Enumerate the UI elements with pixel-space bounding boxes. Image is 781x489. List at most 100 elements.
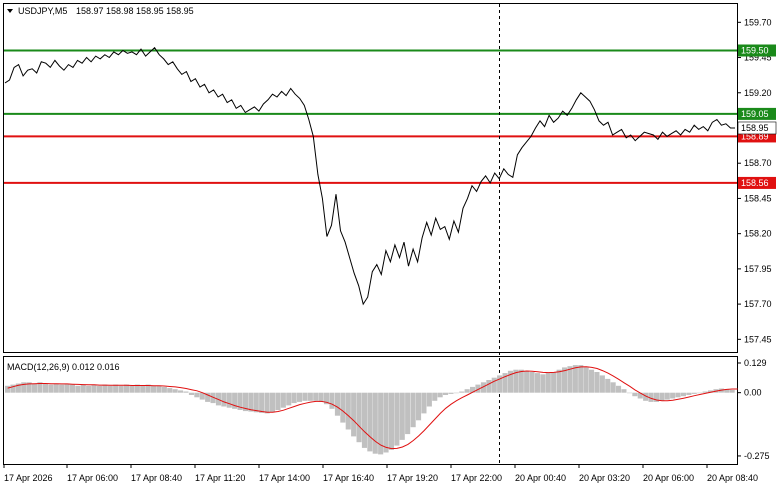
- time-tick-label: 20 Apr 08:40: [707, 473, 758, 483]
- macd-bar: [151, 385, 157, 393]
- macd-label: MACD(12,26,9) 0.012 0.016: [7, 362, 120, 372]
- level-tag: [738, 176, 776, 189]
- macd-bar: [691, 392, 697, 394]
- time-tick-label: 17 Apr 19:20: [387, 473, 438, 483]
- macd-bar: [302, 392, 308, 401]
- macd-bar: [643, 392, 649, 401]
- macd-bar: [134, 384, 140, 393]
- time-axis: 17 Apr 2026 17 Apr 06:00 17 Apr 08:40 17 Ap…: [3, 464, 758, 483]
- macd-bar: [729, 389, 735, 393]
- macd-bar: [697, 392, 703, 394]
- time-tick-label: 17 Apr 06:00: [67, 473, 118, 483]
- macd-bar: [545, 373, 551, 393]
- macd-bar: [372, 392, 378, 454]
- level-tag-label: 159.50: [741, 45, 769, 55]
- macd-bar: [129, 385, 135, 393]
- macd-bar: [459, 391, 465, 393]
- macd-bar: [307, 392, 313, 401]
- macd-bar: [91, 384, 97, 393]
- macd-bar: [259, 392, 265, 413]
- macd-tick-label: 0.129: [744, 358, 767, 368]
- macd-bar: [551, 372, 557, 393]
- macd-bar: [497, 375, 503, 393]
- time-tick-label: 17 Apr 16:40: [323, 473, 374, 483]
- macd-bar: [518, 369, 524, 393]
- macd-bar: [226, 392, 232, 408]
- macd-bar: [491, 377, 497, 393]
- macd-bar: [605, 378, 611, 393]
- macd-bar: [383, 392, 389, 453]
- price-pane[interactable]: [3, 3, 738, 353]
- macd-bar: [318, 392, 324, 402]
- macd-bar: [32, 383, 38, 393]
- macd-bar: [534, 373, 540, 393]
- level-tag: [738, 107, 776, 120]
- macd-bar: [486, 380, 492, 393]
- macd-bar: [426, 392, 432, 407]
- macd-bar: [432, 392, 438, 401]
- macd-bar: [48, 384, 54, 393]
- macd-bar: [242, 392, 248, 412]
- macd-tick-label: 0.00: [744, 388, 762, 398]
- macd-bar: [37, 382, 43, 393]
- chart-ohlc: 158.97 158.98 158.95 158.95: [76, 6, 194, 16]
- macd-bar: [475, 384, 481, 393]
- macd-bar: [26, 382, 32, 393]
- macd-histogram: [5, 365, 735, 455]
- macd-bar: [42, 383, 48, 393]
- macd-bar: [113, 384, 119, 393]
- macd-bar: [708, 390, 714, 393]
- macd-bar: [594, 372, 600, 393]
- macd-bar: [329, 392, 335, 409]
- level-tag: [738, 44, 776, 57]
- macd-bar: [80, 384, 86, 393]
- macd-bar: [659, 392, 665, 401]
- macd-bar: [53, 383, 59, 393]
- macd-bar: [632, 392, 638, 397]
- macd-bar: [275, 392, 281, 410]
- level-tag-label: 159.05: [741, 109, 769, 119]
- macd-bar: [356, 392, 362, 443]
- time-tick-label: 17 Apr 11:20: [195, 473, 245, 483]
- price-tick-label: 158.45: [744, 193, 772, 203]
- macd-bar: [194, 392, 200, 398]
- macd-bar: [589, 369, 595, 393]
- macd-bar: [507, 370, 513, 393]
- macd-bar: [178, 390, 184, 393]
- macd-bar: [378, 392, 384, 455]
- macd-bar: [64, 383, 70, 393]
- macd-bar: [156, 385, 162, 393]
- macd-bar: [578, 365, 584, 393]
- level-tag-label: 158.56: [741, 178, 769, 188]
- macd-bar: [405, 392, 411, 435]
- time-tick-label: 20 Apr 06:00: [643, 473, 694, 483]
- macd-bar: [86, 385, 92, 393]
- price-tick-label: 159.70: [744, 17, 772, 27]
- time-tick-label: 17 Apr 14:00: [259, 473, 310, 483]
- macd-bar: [270, 392, 276, 413]
- macd-bar: [388, 392, 394, 450]
- macd-bar: [232, 392, 238, 409]
- macd-bar: [96, 385, 102, 393]
- macd-bar: [626, 392, 632, 394]
- macd-bar: [21, 382, 27, 393]
- macd-bar: [670, 392, 676, 399]
- macd-bar: [351, 392, 357, 437]
- macd-bar: [410, 392, 416, 428]
- macd-axis: 0.129 0.00 -0.275: [737, 358, 770, 461]
- macd-bar: [572, 365, 578, 393]
- current-price-label: 158.95: [741, 123, 769, 133]
- macd-signal-line: [7, 366, 738, 450]
- macd-bar: [599, 375, 605, 393]
- price-tick-label: 159.45: [744, 53, 772, 63]
- macd-bar: [102, 384, 108, 393]
- macd-bar: [280, 392, 286, 408]
- triangle-down-icon[interactable]: [7, 9, 13, 13]
- time-tick-label: 17 Apr 22:00: [451, 473, 502, 483]
- macd-bar: [297, 392, 303, 402]
- price-tick-label: 157.70: [744, 299, 772, 309]
- macd-bar: [367, 392, 373, 452]
- level-tags: 159.50 159.05 158.89 158.56 158.95: [737, 44, 777, 189]
- macd-bar: [540, 374, 546, 393]
- macd-bar: [10, 384, 16, 393]
